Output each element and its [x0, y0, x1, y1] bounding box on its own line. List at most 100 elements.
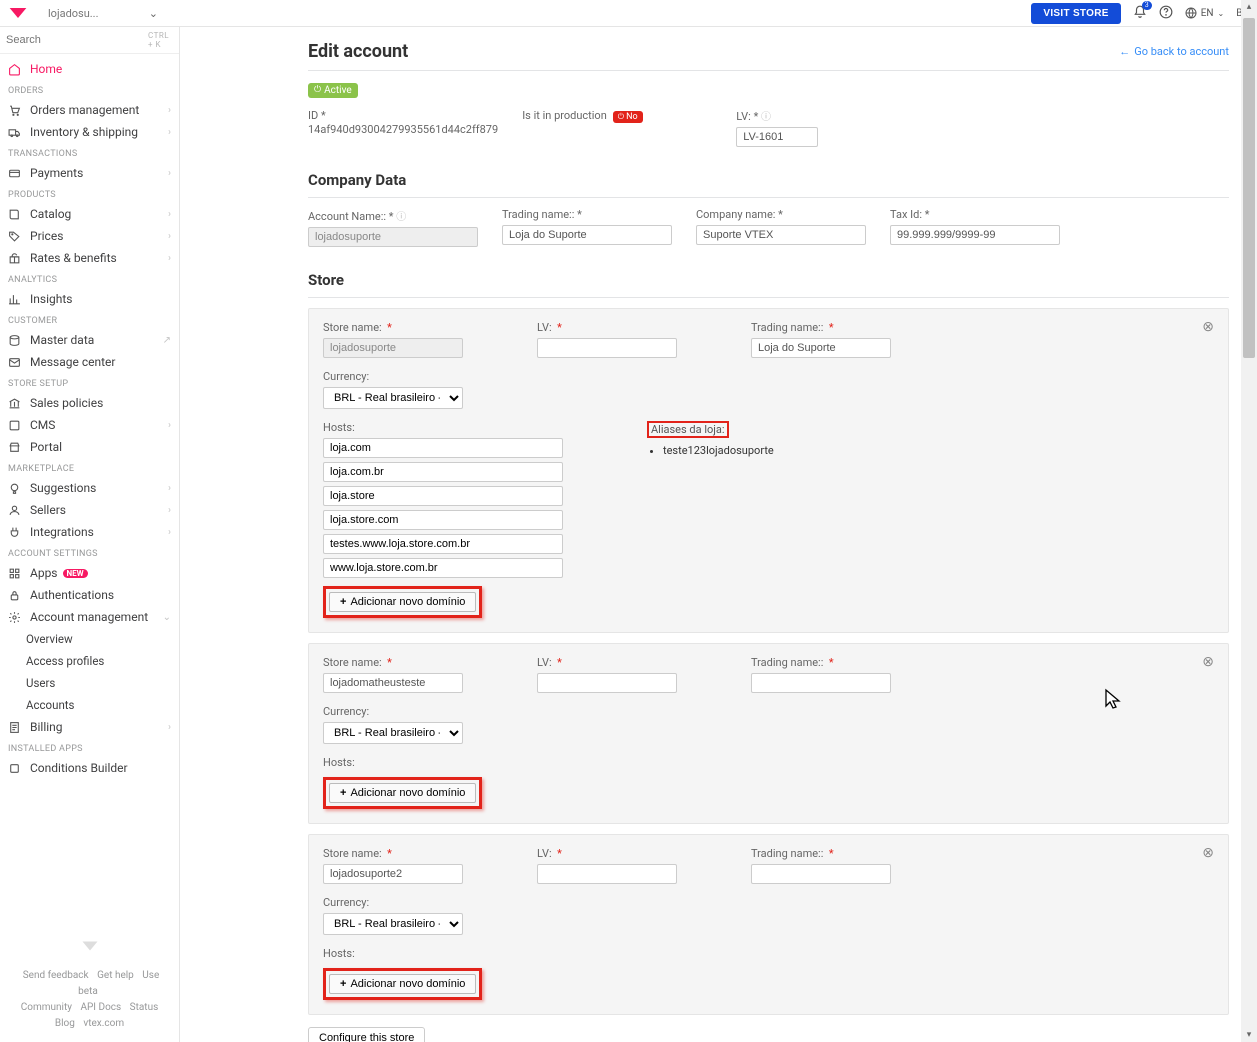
label: Hosts:: [323, 947, 623, 960]
nav-inv-shipping[interactable]: Inventory & shipping›: [0, 121, 179, 143]
taxid-input[interactable]: [890, 225, 1060, 245]
scroll-thumb[interactable]: [1243, 18, 1255, 358]
grid-icon: [8, 567, 22, 580]
nav-heading: TRANSACTIONS: [0, 143, 179, 162]
nav-masterdata[interactable]: Master data↗: [0, 329, 179, 351]
store-trading-input[interactable]: [751, 338, 891, 358]
footer-link[interactable]: API Docs: [80, 1002, 121, 1013]
scrollbar[interactable]: ▴ ▾: [1241, 0, 1257, 1042]
host-input[interactable]: [323, 462, 563, 482]
store-name-input[interactable]: [323, 673, 463, 693]
nav-label: Integrations: [30, 525, 94, 539]
nav-sellers[interactable]: Sellers›: [0, 499, 179, 521]
store-lv-input[interactable]: [537, 338, 677, 358]
nav-payments[interactable]: Payments›: [0, 162, 179, 184]
label: Currency:: [323, 896, 1214, 909]
add-domain-button[interactable]: + Adicionar novo domínio: [329, 592, 476, 612]
nav-integrations[interactable]: Integrations›: [0, 521, 179, 543]
store-name-input[interactable]: [323, 864, 463, 884]
nav-salespolicies[interactable]: Sales policies: [0, 392, 179, 414]
nav-label: Catalog: [30, 207, 71, 221]
nav-label: Conditions Builder: [30, 761, 128, 775]
store-block: ⊗ Store name: * LV: * Trading name:: * C…: [308, 308, 1229, 633]
footer-link[interactable]: Status: [130, 1002, 159, 1013]
nav-home[interactable]: Home: [0, 58, 179, 80]
nav-prices[interactable]: Prices›: [0, 225, 179, 247]
nav-accounts[interactable]: Accounts: [0, 694, 179, 716]
highlight-box: + Adicionar novo domínio: [323, 777, 482, 809]
nav-label: Orders management: [30, 103, 139, 117]
nav-rates[interactable]: Rates & benefits›: [0, 247, 179, 269]
company-name-input[interactable]: [696, 225, 866, 245]
host-input[interactable]: [323, 534, 563, 554]
nav-acctmgmt[interactable]: Account management⌄: [0, 606, 179, 628]
help-icon[interactable]: [1159, 5, 1173, 22]
chevron-right-icon: ›: [168, 722, 171, 733]
currency-select[interactable]: BRL - Real brasileiro - Brasil: [323, 722, 463, 744]
add-domain-button[interactable]: + Adicionar novo domínio: [329, 974, 476, 994]
store-lv-input[interactable]: [537, 673, 677, 693]
bulb-icon: [8, 482, 22, 495]
search-box[interactable]: CTRL + K: [0, 27, 179, 54]
nav-users[interactable]: Users: [0, 672, 179, 694]
nav-heading: ORDERS: [0, 80, 179, 99]
store-selector[interactable]: lojadosu... ⌄: [48, 7, 158, 20]
back-link[interactable]: ←Go back to account: [1119, 45, 1229, 58]
footer-link[interactable]: Blog: [55, 1018, 75, 1029]
language-selector[interactable]: EN ⌄: [1185, 7, 1225, 19]
nav-orders-mgmt[interactable]: Orders management›: [0, 99, 179, 121]
close-icon[interactable]: ⊗: [1202, 654, 1214, 670]
chevron-right-icon: ›: [168, 231, 171, 242]
footer-link[interactable]: Community: [21, 1002, 72, 1013]
database-icon: [8, 334, 22, 347]
host-input[interactable]: [323, 486, 563, 506]
nav-portal[interactable]: Portal: [0, 436, 179, 458]
currency-select[interactable]: BRL - Real brasileiro - Brasil: [323, 913, 463, 935]
store-trading-input[interactable]: [751, 864, 891, 884]
nav-catalog[interactable]: Catalog›: [0, 203, 179, 225]
label: Trading name:: *: [502, 208, 672, 221]
label: Hosts:: [323, 421, 623, 434]
footer-link[interactable]: Send feedback: [23, 970, 89, 981]
add-domain-button[interactable]: + Adicionar novo domínio: [329, 783, 476, 803]
host-input[interactable]: [323, 438, 563, 458]
footer-link[interactable]: Get help: [97, 970, 134, 981]
scroll-up-icon[interactable]: ▴: [1241, 2, 1257, 12]
highlight-box: + Adicionar novo domínio: [323, 586, 482, 618]
nav-auth[interactable]: Authentications: [0, 584, 179, 606]
info-icon: ⓘ: [761, 112, 771, 123]
configure-store-button[interactable]: Configure this store: [308, 1027, 425, 1042]
nav-overview[interactable]: Overview: [0, 628, 179, 650]
footer-link[interactable]: vtex.com: [83, 1018, 124, 1029]
notif-count: 3: [1142, 1, 1152, 10]
store-lv-input[interactable]: [537, 864, 677, 884]
close-icon[interactable]: ⊗: [1202, 845, 1214, 861]
nav-condbuilder[interactable]: Conditions Builder: [0, 757, 179, 779]
host-input[interactable]: [323, 558, 563, 578]
currency-select[interactable]: BRL - Real brasileiro - Brasil: [323, 387, 463, 409]
close-icon[interactable]: ⊗: [1202, 319, 1214, 335]
scroll-down-icon[interactable]: ▾: [1241, 1030, 1257, 1040]
nav-billing[interactable]: Billing›: [0, 716, 179, 738]
new-badge: NEW: [63, 569, 88, 578]
store-trading-input[interactable]: [751, 673, 891, 693]
nav-label: Portal: [30, 440, 62, 454]
trading-name-input[interactable]: [502, 225, 672, 245]
nav-label: Access profiles: [26, 654, 104, 668]
host-input[interactable]: [323, 510, 563, 530]
info-icon: ⓘ: [396, 212, 406, 223]
notifications-icon[interactable]: 3: [1133, 5, 1147, 22]
nav-cms[interactable]: CMS›: [0, 414, 179, 436]
nav-apps[interactable]: AppsNEW: [0, 562, 179, 584]
lv-input[interactable]: [736, 127, 818, 147]
label: LV: *: [537, 656, 727, 669]
nav-accessprofiles[interactable]: Access profiles: [0, 650, 179, 672]
active-badge: Active: [308, 83, 358, 98]
highlight-box: + Adicionar novo domínio: [323, 968, 482, 1000]
nav-label: Sellers: [30, 503, 66, 517]
nav-suggestions[interactable]: Suggestions›: [0, 477, 179, 499]
nav-msgcenter[interactable]: Message center: [0, 351, 179, 373]
search-input[interactable]: [6, 34, 148, 46]
visit-store-button[interactable]: VISIT STORE: [1031, 3, 1120, 24]
nav-insights[interactable]: Insights: [0, 288, 179, 310]
